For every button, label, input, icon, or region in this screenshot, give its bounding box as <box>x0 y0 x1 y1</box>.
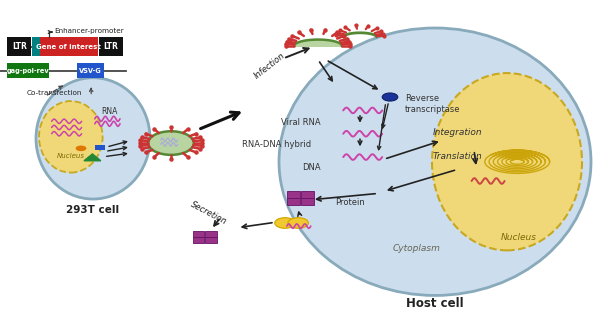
Ellipse shape <box>279 28 591 295</box>
Text: RNA: RNA <box>101 108 118 116</box>
Text: gag-pol-rev: gag-pol-rev <box>7 68 50 74</box>
Bar <box>301 198 314 205</box>
Circle shape <box>275 218 295 228</box>
Text: Secretion: Secretion <box>189 200 229 226</box>
Text: Host cell: Host cell <box>406 297 464 310</box>
Bar <box>95 145 105 150</box>
Bar <box>32 37 40 56</box>
Circle shape <box>382 93 398 101</box>
Text: Translation: Translation <box>433 152 482 161</box>
Bar <box>287 198 299 205</box>
Bar <box>193 231 205 237</box>
Text: Enhancer-promoter: Enhancer-promoter <box>54 28 124 34</box>
Bar <box>7 63 49 78</box>
Text: 293T cell: 293T cell <box>67 205 119 215</box>
Text: RNA-DNA hybrid: RNA-DNA hybrid <box>242 140 311 149</box>
Ellipse shape <box>39 101 103 173</box>
Text: Nucleus: Nucleus <box>501 234 537 242</box>
Text: VSV-G: VSV-G <box>79 68 101 74</box>
Bar <box>7 37 31 56</box>
Text: Protein: Protein <box>335 198 365 207</box>
Circle shape <box>76 146 86 151</box>
Bar <box>40 37 98 56</box>
Text: Co-transfection: Co-transfection <box>26 90 82 96</box>
Polygon shape <box>84 154 101 161</box>
Bar <box>205 237 217 243</box>
Text: Integration: Integration <box>433 128 482 137</box>
Text: Gene of interest: Gene of interest <box>36 44 101 50</box>
Text: Viral RNA: Viral RNA <box>281 118 321 127</box>
Polygon shape <box>294 39 342 46</box>
Text: LTR: LTR <box>12 42 26 51</box>
Bar <box>287 191 299 197</box>
Bar <box>77 63 104 78</box>
Bar <box>193 237 205 243</box>
Text: LTR: LTR <box>104 42 118 51</box>
Circle shape <box>288 218 308 228</box>
Bar <box>205 231 217 237</box>
Text: Cytoplasm: Cytoplasm <box>393 244 441 253</box>
Text: Infection: Infection <box>253 50 287 80</box>
Text: DNA: DNA <box>302 163 321 172</box>
Text: Nucleus: Nucleus <box>57 153 85 160</box>
Bar <box>301 191 314 197</box>
Circle shape <box>148 131 194 155</box>
Text: Reverse
transcriptase: Reverse transcriptase <box>405 95 461 114</box>
Ellipse shape <box>432 73 582 250</box>
Bar <box>99 37 123 56</box>
Ellipse shape <box>36 78 150 199</box>
